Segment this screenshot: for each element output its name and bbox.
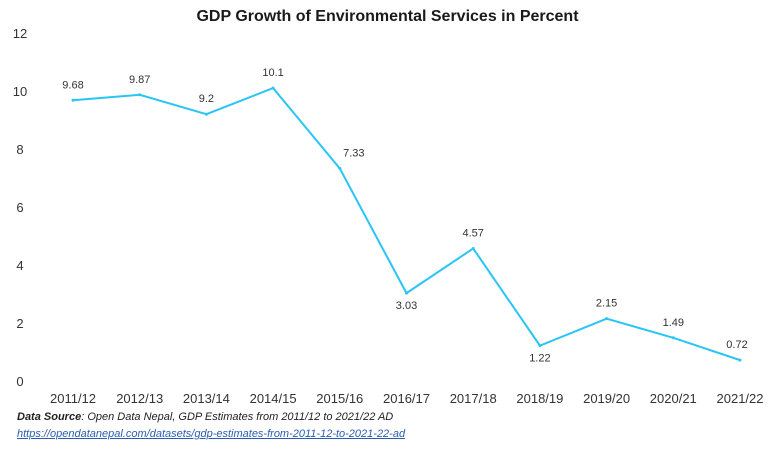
y-tick-label: 12 [13,26,27,41]
data-label: 3.03 [396,300,417,312]
data-point [605,317,609,321]
data-source-label: Data Source [17,411,82,423]
data-point [271,86,275,90]
data-point [738,358,742,362]
data-label: 1.49 [663,317,684,329]
data-point [405,291,408,295]
data-point [204,112,208,116]
data-point [471,246,475,250]
x-tick-label: 2018/19 [516,391,563,406]
data-label: 7.33 [343,147,364,159]
series-line [72,86,741,362]
x-tick-label: 2021/22 [717,391,764,406]
data-label: 10.1 [262,67,283,79]
data-label: 9.87 [129,74,150,86]
x-axis-ticks: 2011/12 2012/13 2013/14 2014/15 2015/16 2016/… [50,391,764,406]
x-tick-label: 2017/18 [450,391,497,406]
data-source-link[interactable]: https://opendatanepal.com/datasets/gdp-e… [17,428,406,440]
x-tick-label: 2019/20 [583,391,630,406]
data-point [538,344,542,348]
data-label: 9.2 [199,93,214,105]
x-tick-label: 2012/13 [116,391,163,406]
data-points [71,86,742,362]
x-tick-label: 2011/12 [50,391,96,406]
data-point [671,336,675,340]
data-point [71,98,75,102]
data-source-note: Data Source: Open Data Nepal, GDP Estima… [17,411,393,423]
x-tick-label: 2014/15 [250,391,297,406]
data-label: 2.15 [596,298,617,310]
y-tick-label: 2 [16,316,23,331]
y-tick-label: 0 [16,374,23,389]
y-axis-ticks: 0 2 4 6 8 10 12 [13,26,27,389]
data-label: 0.72 [726,339,747,351]
x-tick-label: 2020/21 [650,391,697,406]
x-tick-label: 2013/14 [183,391,230,406]
data-label: 9.68 [62,79,83,91]
chart-title: GDP Growth of Environmental Services in … [196,8,579,25]
data-point [138,93,142,97]
data-point [338,166,342,170]
y-tick-label: 4 [16,258,23,273]
y-tick-label: 10 [13,84,27,99]
data-source-text: : Open Data Nepal, GDP Estimates from 20… [81,411,394,423]
y-tick-label: 6 [16,200,23,215]
data-label: 1.22 [529,353,550,365]
data-labels: 9.68 9.87 9.2 10.1 7.33 3.03 4.57 1.22 2.15 1.49 0… [62,67,747,365]
x-tick-label: 2016/17 [383,391,430,406]
y-tick-label: 8 [16,142,23,157]
data-label: 4.57 [462,227,483,239]
x-tick-label: 2015/16 [316,391,363,406]
